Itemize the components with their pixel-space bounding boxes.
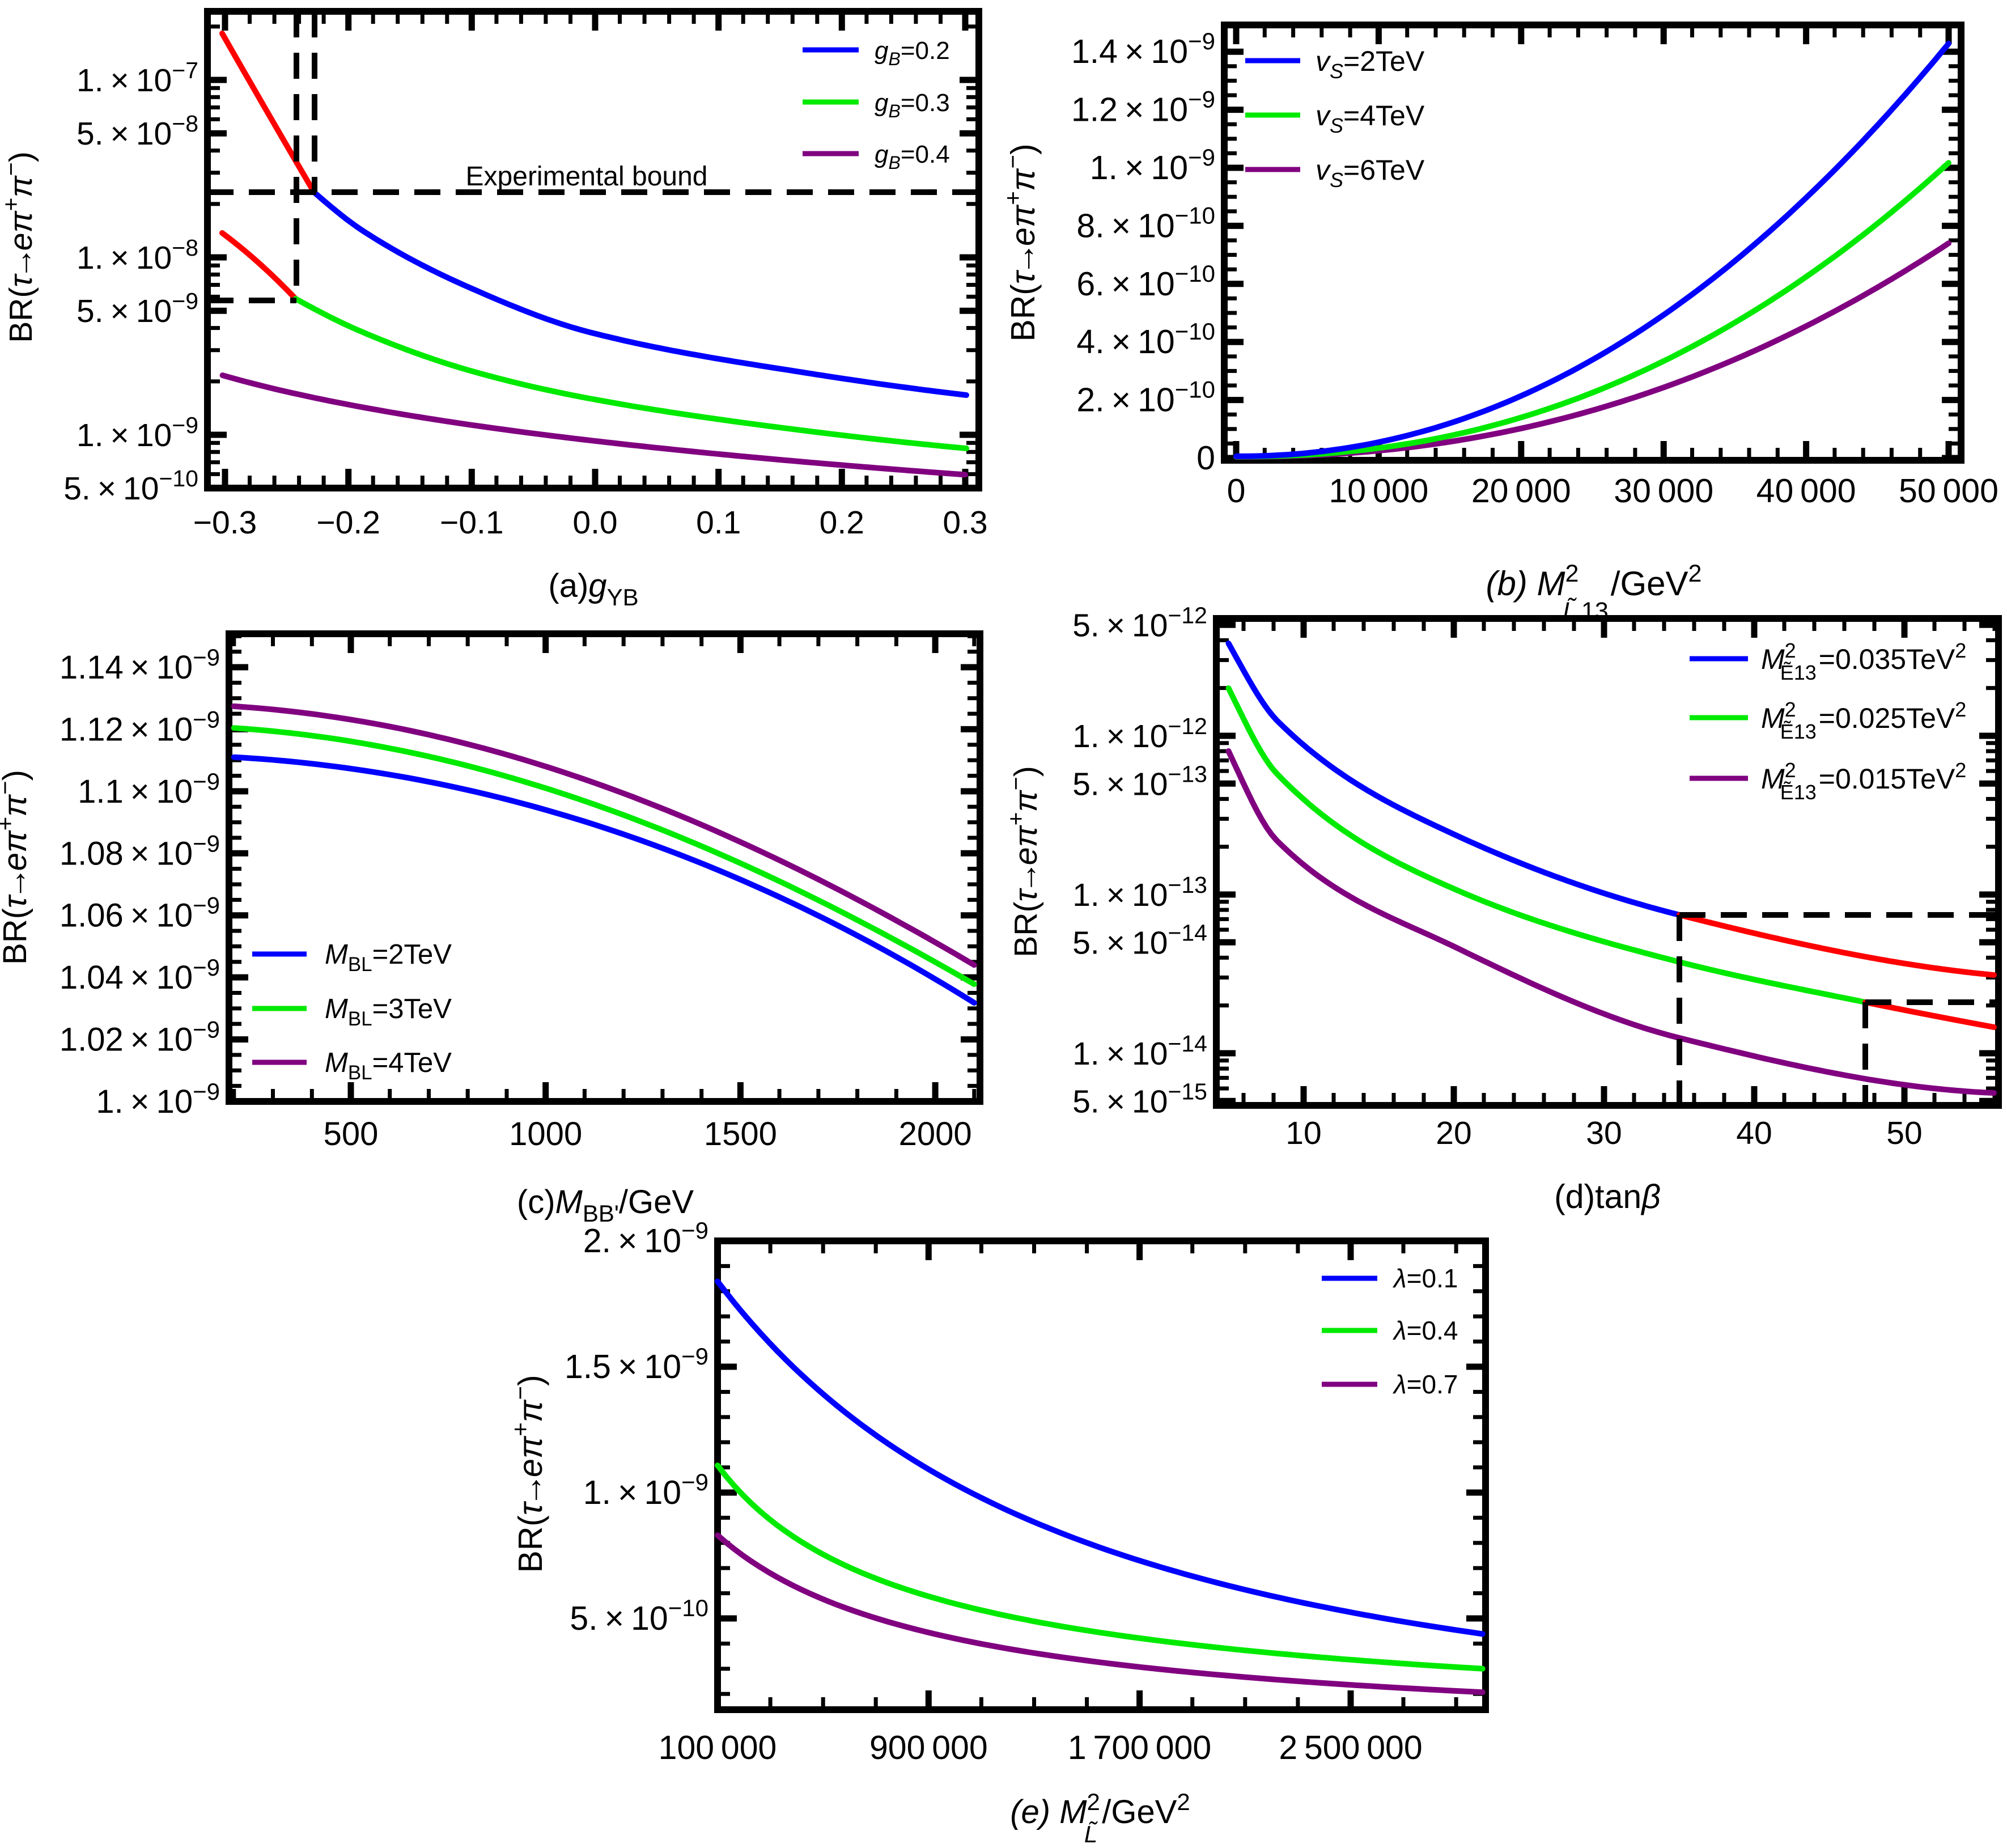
svg-text:10: 10 <box>1285 1115 1321 1151</box>
svg-text:1.×10−14: 1. × 10−14 <box>1072 1031 1207 1072</box>
svg-text:1.1×10−9: 1.1 × 10−9 <box>78 768 220 810</box>
svg-text:1000: 1000 <box>509 1116 582 1152</box>
svg-text:0: 0 <box>1196 439 1215 477</box>
svg-text:5.×10−14: 5. × 10−14 <box>1072 919 1207 961</box>
svg-text:1.2×10−9: 1.2 × 10−9 <box>1071 86 1215 129</box>
svg-text:5.×10−8: 5. × 10−8 <box>77 111 198 152</box>
svg-text:gB=0.4: gB=0.4 <box>875 141 950 173</box>
svg-text:1.04×10−9: 1.04 × 10−9 <box>60 954 220 996</box>
svg-text:BR(τ→eπ+π−): BR(τ→eπ+π−) <box>0 770 33 965</box>
svg-text:1.5×10−9: 1.5 × 10−9 <box>565 1343 708 1385</box>
svg-text:−0.3: −0.3 <box>193 505 257 541</box>
svg-text:BR(τ→eπ+π−): BR(τ→eπ+π−) <box>507 1375 549 1573</box>
svg-text:vS=2TeV: vS=2TeV <box>1316 45 1425 83</box>
svg-text:1.×10−13: 1. × 10−13 <box>1072 872 1207 913</box>
svg-text:6.×10−10: 6. × 10−10 <box>1076 260 1215 303</box>
svg-text:2 500 000: 2 500 000 <box>1279 1729 1422 1766</box>
svg-text:30: 30 <box>1586 1115 1622 1151</box>
svg-text:2000: 2000 <box>899 1116 972 1152</box>
svg-text:5.×10−10: 5. × 10−10 <box>570 1595 708 1637</box>
svg-text:1.14×10−9: 1.14 × 10−9 <box>60 644 220 686</box>
svg-text:λ=0.7: λ=0.7 <box>1392 1370 1458 1399</box>
svg-text:Experimental bound: Experimental bound <box>466 162 708 192</box>
svg-text:1.08×10−9: 1.08 × 10−9 <box>60 830 220 872</box>
svg-text:1.02×10−9: 1.02 × 10−9 <box>60 1016 220 1058</box>
svg-text:0.2: 0.2 <box>820 505 864 541</box>
svg-text:gB=0.3: gB=0.3 <box>875 89 950 121</box>
svg-text:5.×10−15: 5. × 10−15 <box>1072 1078 1207 1120</box>
svg-text:4.×10−10: 4. × 10−10 <box>1076 318 1215 361</box>
svg-text:0: 0 <box>1227 472 1246 510</box>
svg-text:BR(τ→eπ+π−): BR(τ→eπ+π−) <box>1003 766 1044 957</box>
svg-text:40: 40 <box>1736 1115 1772 1151</box>
svg-text:20 000: 20 000 <box>1471 472 1571 510</box>
svg-text:8.×10−10: 8. × 10−10 <box>1076 202 1215 244</box>
svg-text:(e) M2L̃/GeV2: (e) M2 L̃/GeV2 <box>1010 1788 1190 1847</box>
svg-text:1.×10−9: 1. × 10−9 <box>77 412 198 453</box>
svg-text:40 000: 40 000 <box>1756 472 1856 510</box>
svg-text:1500: 1500 <box>704 1116 777 1152</box>
svg-text:5.×10−12: 5. × 10−12 <box>1072 602 1207 643</box>
svg-text:(b) M2L̃ 13/GeV2: (b) M2 L̃ 13/GeV2 <box>1486 560 1702 625</box>
svg-text:BR(τ→eπ+π−): BR(τ→eπ+π−) <box>999 143 1042 341</box>
svg-text:MBL=4TeV: MBL=4TeV <box>325 1048 452 1084</box>
svg-text:1.06×10−9: 1.06 × 10−9 <box>60 892 220 934</box>
svg-text:10 000: 10 000 <box>1329 472 1428 510</box>
svg-text:gB=0.2: gB=0.2 <box>875 37 950 69</box>
svg-text:1.×10−12: 1. × 10−12 <box>1072 713 1207 755</box>
svg-text:vS=4TeV: vS=4TeV <box>1316 100 1425 137</box>
svg-text:0.1: 0.1 <box>696 505 741 541</box>
svg-text:1.×10−7: 1. × 10−7 <box>77 57 198 99</box>
svg-text:1.×10−8: 1. × 10−8 <box>77 235 198 276</box>
svg-text:5.×10−10: 5. × 10−10 <box>63 465 198 507</box>
svg-text:50 000: 50 000 <box>1899 472 1998 510</box>
svg-text:MBL=2TeV: MBL=2TeV <box>325 939 452 976</box>
svg-text:(c)MBB'/GeV: (c)MBB'/GeV <box>517 1184 694 1227</box>
svg-text:2.×10−9: 2. × 10−9 <box>583 1217 708 1260</box>
svg-text:100 000: 100 000 <box>659 1729 777 1766</box>
svg-text:(d)tanβ: (d)tanβ <box>1554 1178 1661 1215</box>
svg-text:20: 20 <box>1436 1115 1471 1151</box>
svg-text:2.×10−10: 2. × 10−10 <box>1076 376 1215 419</box>
svg-text:1 700 000: 1 700 000 <box>1068 1729 1211 1766</box>
svg-text:1.×10−9: 1. × 10−9 <box>1090 144 1215 187</box>
svg-text:λ=0.1: λ=0.1 <box>1392 1264 1458 1293</box>
svg-text:−0.2: −0.2 <box>316 505 380 541</box>
svg-text:5.×10−13: 5. × 10−13 <box>1072 761 1207 802</box>
svg-text:1.×10−9: 1. × 10−9 <box>583 1469 708 1511</box>
svg-text:900 000: 900 000 <box>869 1729 988 1766</box>
svg-text:−0.1: −0.1 <box>440 505 504 541</box>
svg-text:0.0: 0.0 <box>572 505 617 541</box>
svg-text:50: 50 <box>1886 1115 1922 1151</box>
svg-text:1.4×10−9: 1.4 × 10−9 <box>1071 28 1215 70</box>
svg-text:500: 500 <box>324 1116 379 1152</box>
svg-text:5.×10−9: 5. × 10−9 <box>77 288 198 329</box>
svg-text:(a)gYB: (a)gYB <box>548 567 638 611</box>
svg-text:30 000: 30 000 <box>1614 472 1713 510</box>
svg-text:1.×10−9: 1. × 10−9 <box>96 1078 220 1120</box>
svg-text:λ=0.4: λ=0.4 <box>1392 1316 1458 1345</box>
svg-text:vS=6TeV: vS=6TeV <box>1316 154 1425 192</box>
svg-text:MBL=3TeV: MBL=3TeV <box>325 994 452 1030</box>
svg-text:BR(τ→eπ+π−): BR(τ→eπ+π−) <box>0 151 39 342</box>
svg-text:0.3: 0.3 <box>943 505 987 541</box>
svg-text:1.12×10−9: 1.12 × 10−9 <box>60 706 220 748</box>
